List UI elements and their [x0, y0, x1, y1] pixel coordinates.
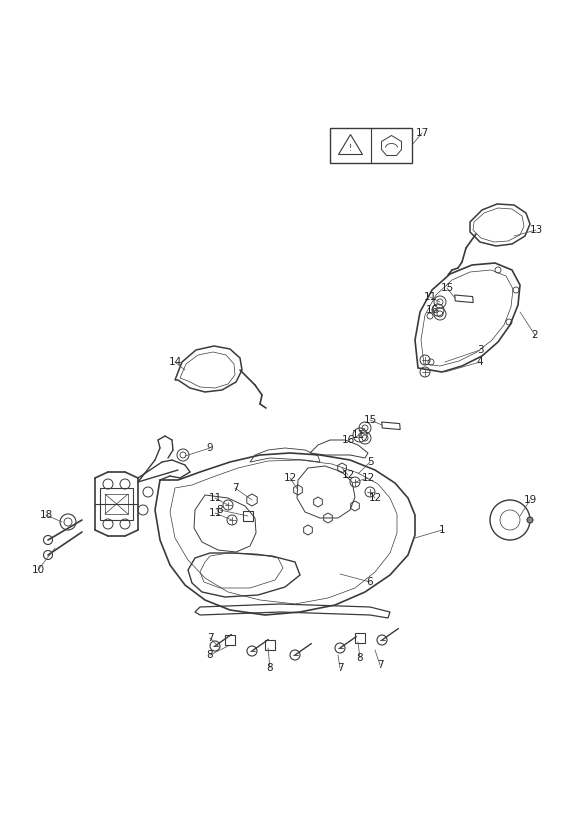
Text: 19: 19 [524, 495, 536, 505]
Bar [225, 635, 235, 645]
Text: 12: 12 [368, 493, 382, 503]
Text: 8: 8 [357, 653, 363, 663]
Text: 14: 14 [168, 357, 182, 367]
Circle shape [527, 517, 533, 523]
Text: 5: 5 [367, 457, 373, 467]
Text: 15: 15 [363, 415, 377, 425]
Text: 3: 3 [477, 345, 483, 355]
Text: 12: 12 [342, 470, 354, 480]
Bar [265, 640, 275, 650]
Text: 6: 6 [367, 577, 373, 587]
Text: 1: 1 [438, 525, 445, 535]
Text: 11: 11 [423, 292, 437, 302]
Text: 9: 9 [207, 443, 213, 453]
Text: 10: 10 [31, 565, 44, 575]
Text: 12: 12 [361, 473, 375, 483]
Bar [330, 128, 412, 163]
Bar [355, 633, 365, 643]
Text: 12: 12 [283, 473, 297, 483]
Text: 8: 8 [217, 505, 223, 515]
Text: !: ! [349, 144, 352, 153]
Text: 7: 7 [377, 660, 383, 670]
Text: 16: 16 [342, 435, 354, 445]
Text: 8: 8 [266, 663, 273, 673]
Text: 16: 16 [426, 305, 438, 315]
Text: 17: 17 [415, 128, 429, 138]
Text: 7: 7 [337, 663, 343, 673]
Text: 4: 4 [477, 357, 483, 367]
Text: 8: 8 [207, 650, 213, 660]
Text: 11: 11 [208, 493, 222, 503]
Text: 2: 2 [532, 330, 538, 340]
Text: 11: 11 [208, 508, 222, 518]
Bar [243, 511, 253, 521]
Text: 7: 7 [207, 633, 213, 643]
Text: 13: 13 [529, 225, 543, 235]
Text: 15: 15 [440, 283, 454, 293]
Text: 7: 7 [231, 483, 238, 493]
Text: 18: 18 [40, 510, 52, 520]
Text: 11: 11 [352, 430, 364, 440]
